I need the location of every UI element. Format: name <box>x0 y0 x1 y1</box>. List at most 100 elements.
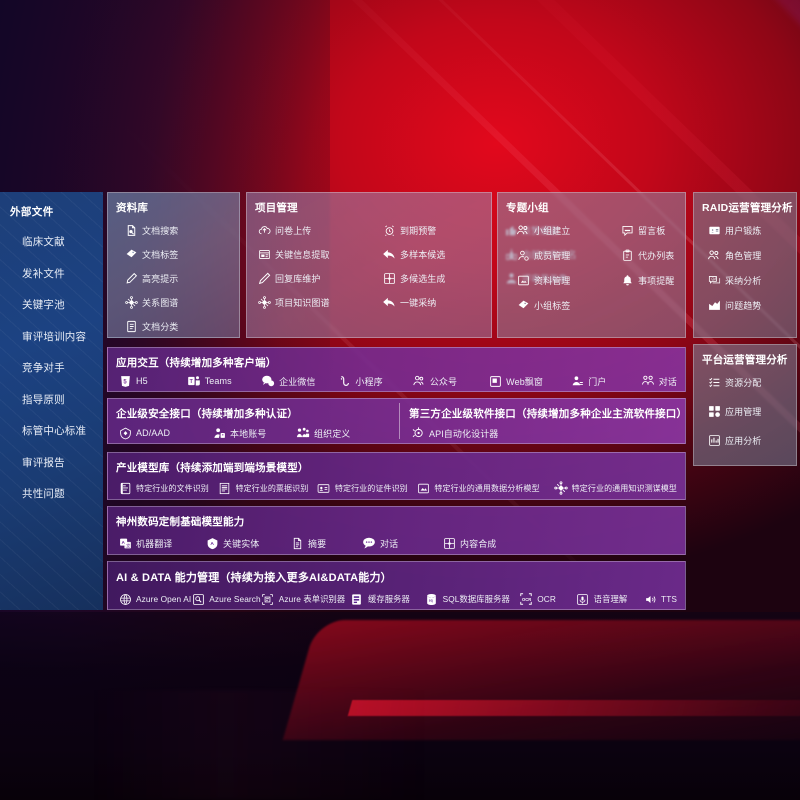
industry-item-receipt-recognition[interactable]: 特定行业的票据识别 <box>217 481 316 495</box>
basemodel-item-content-synthesis[interactable]: 内容合成 <box>442 536 496 550</box>
reply-arrow-icon <box>382 247 396 261</box>
sidebar-item-guiding-principles[interactable]: 指导原则 <box>22 393 65 406</box>
basemodel-item-key-entity[interactable]: A 关键实体 <box>205 536 290 550</box>
platform-item-app-analytics[interactable]: 应用分析 <box>707 433 790 447</box>
sidebar-item-review-report[interactable]: 审评报告 <box>22 456 65 469</box>
interaction-item-portal[interactable]: 门户 <box>570 374 641 388</box>
project-item-knowledge-graph[interactable]: 项目知识图谱 <box>257 295 382 309</box>
group-item-material-management[interactable]: 资料管理 <box>516 273 620 287</box>
sidebar-item-standards-center[interactable]: 标管中心标准 <box>22 425 87 437</box>
item-label: 角色管理 <box>725 250 762 261</box>
library-item-highlight[interactable]: 高亮提示 <box>124 271 233 285</box>
item-label: 项目知识图谱 <box>275 297 330 308</box>
item-label: 关系图谱 <box>142 297 179 308</box>
aidata-item-ocr[interactable]: OCR OCR <box>519 592 575 606</box>
library-item-document-tag[interactable]: 文档标签 <box>124 247 233 261</box>
library-item-document-classify[interactable]: 文档分类 <box>124 319 233 333</box>
project-item-multi-candidate-gen[interactable]: 多候选生成 <box>382 271 504 285</box>
thirdparty-item-api-designer[interactable]: API自动化设计器 <box>411 426 498 440</box>
industry-item-file-recognition[interactable]: 特定行业的文件识别 <box>118 481 217 495</box>
library-item-relation-graph[interactable]: 关系图谱 <box>124 295 233 309</box>
item-label: 问卷上传 <box>275 225 312 236</box>
security-item-org-definition[interactable]: 组织定义 <box>296 426 350 440</box>
raid-item-adoption-analysis[interactable]: QA 采纳分析 <box>707 273 790 287</box>
sidebar-item-competitors[interactable]: 竞争对手 <box>22 362 65 374</box>
platform-item-resource-allocation[interactable]: 资源分配 <box>707 375 790 389</box>
group-item-message-board[interactable]: 留言板 <box>620 223 679 237</box>
interaction-item-teams[interactable]: T Teams <box>187 374 261 388</box>
raid-item-role-management[interactable]: 角色管理 <box>707 248 790 262</box>
svg-text:OCR: OCR <box>522 597 531 602</box>
project-item-reply-library[interactable]: 回复库维护 <box>257 271 382 285</box>
raid-panel: RAID运营管理分析 用户锻炼 角色管理 QA 采纳分析 问题趋势 <box>693 192 797 338</box>
aidata-item-cache-server[interactable]: 缓存服务器 <box>350 592 425 606</box>
basemodel-item-dialog[interactable]: 对话 <box>362 536 442 550</box>
sidebar-item-supplement-docs[interactable]: 发补文件 <box>22 267 65 280</box>
basemodel-item-summary[interactable]: 摘要 <box>290 536 362 550</box>
alarm-icon <box>382 223 396 237</box>
item-label: 语音理解 <box>593 594 628 604</box>
item-label: 特定行业的文件识别 <box>136 483 209 493</box>
form-recognizer-icon <box>261 592 275 606</box>
library-item-document-search[interactable]: 文档搜索 <box>124 223 233 237</box>
group-item-member-management[interactable]: 成员管理 <box>516 248 620 262</box>
aidata-items: Azure Open AI Azure Search Azure 表单识别器 缓… <box>108 592 685 613</box>
interaction-panel: 应用交互（持续增加多种客户端） 5 H5 T Teams 企业微信 小程序 公众… <box>107 347 686 392</box>
pen-edit-icon <box>257 271 271 285</box>
group-item-group-tag[interactable]: 小组标签 <box>516 298 620 312</box>
aidata-item-speech-understanding[interactable]: 语音理解 <box>576 592 643 606</box>
project-item-key-info-extract[interactable]: 关键信息提取 <box>257 247 382 261</box>
entity-a-icon: A <box>205 536 219 550</box>
industry-items: 特定行业的文件识别 特定行业的票据识别 特定行业的证件识别 特定行业的通用数据分… <box>108 481 685 502</box>
interaction-item-miniprogram[interactable]: 小程序 <box>337 374 411 388</box>
teams-icon: T <box>187 374 201 388</box>
graph-network-icon <box>257 295 271 309</box>
pen-highlight-icon <box>124 271 138 285</box>
industry-item-knowledge-model[interactable]: 特定行业的通用知识测谋模型 <box>553 481 677 495</box>
project-panel: 项目管理 问卷上传 到期预警 点赞感谢 关键信息提取 多样本候选 <box>246 192 577 338</box>
interaction-item-official-account[interactable]: 公众号 <box>412 374 488 388</box>
interaction-item-web-window[interactable]: Web飘窗 <box>488 374 570 388</box>
svg-text:A: A <box>121 540 125 546</box>
clipboard-icon <box>620 248 634 262</box>
item-label: 对话 <box>380 538 399 549</box>
interaction-item-dialog[interactable]: 对话 <box>641 374 677 388</box>
project-item-one-click-adopt[interactable]: 一键采纳 <box>382 295 504 309</box>
security-item-local-account[interactable]: 本地账号 <box>212 426 296 440</box>
aidata-item-azure-search[interactable]: Azure Search <box>191 592 261 606</box>
sidebar-item-common-issues[interactable]: 共性问题 <box>22 488 65 500</box>
group-item-create-group[interactable]: 小组建立 <box>516 223 620 237</box>
security-item-ad-aad[interactable]: AD/AAD <box>118 426 212 440</box>
industry-item-data-analysis-model[interactable]: 特定行业的通用数据分析模型 <box>416 481 553 495</box>
item-label: 多候选生成 <box>400 273 446 284</box>
sidebar-item-clinical-literature[interactable]: 临床文献 <box>22 236 65 248</box>
item-label: 关键信息提取 <box>275 249 330 260</box>
sidebar-item-review-training[interactable]: 审评培训内容 <box>22 330 87 343</box>
item-label: 特定行业的证件识别 <box>334 483 408 493</box>
group-item-todo-list[interactable]: 代办列表 <box>620 248 679 262</box>
group-item-event-reminder[interactable]: 事项提醒 <box>620 273 679 287</box>
aidata-item-form-recognizer[interactable]: Azure 表单识别器 <box>261 592 350 606</box>
sidebar-item-keyword-pool[interactable]: 关键字池 <box>22 299 65 311</box>
project-item-questionnaire-upload[interactable]: 问卷上传 <box>257 223 382 237</box>
industry-item-id-recognition[interactable]: 特定行业的证件识别 <box>317 481 416 495</box>
raid-item-user-training[interactable]: 用户锻炼 <box>707 223 790 237</box>
azure-search-icon <box>191 592 205 606</box>
aidata-item-sql-database[interactable]: sq SQL数据库服务器 <box>425 592 520 606</box>
project-item-expiry-alert[interactable]: 到期预警 <box>382 223 504 237</box>
aidata-item-tts[interactable]: TTS <box>643 592 677 606</box>
raid-item-issue-trend[interactable]: 问题趋势 <box>707 298 790 312</box>
interaction-item-wechat-work[interactable]: 企业微信 <box>261 374 337 388</box>
interaction-item-h5[interactable]: 5 H5 <box>118 374 187 388</box>
project-item-multi-sample-candidate[interactable]: 多样本候选 <box>382 247 504 261</box>
item-label: 应用管理 <box>725 406 762 417</box>
merge-nodes-icon <box>442 536 456 550</box>
aidata-item-azure-openai[interactable]: Azure Open AI <box>118 592 191 606</box>
miniprogram-icon <box>337 374 351 388</box>
platform-item-app-management[interactable]: 应用管理 <box>707 404 790 418</box>
item-label: 特定行业的票据识别 <box>235 483 309 493</box>
library-panel: 资料库 文档搜索 文档标签 高亮提示 关系图谱 文档分类 <box>107 192 240 338</box>
